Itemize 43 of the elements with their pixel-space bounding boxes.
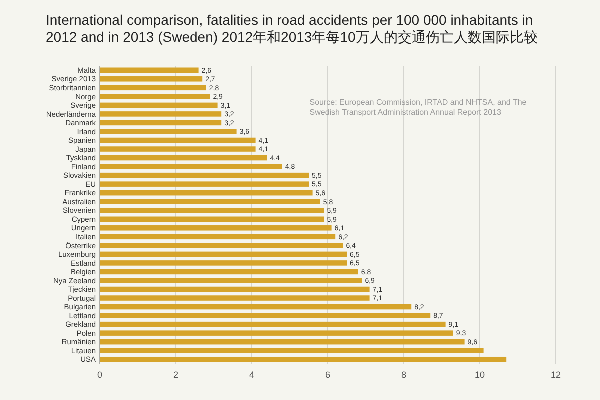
bar	[100, 102, 218, 108]
bar	[100, 278, 362, 284]
x-tick-label: 10	[474, 370, 486, 380]
bar	[100, 234, 336, 240]
chart-title: International comparison, fatalities in road accidents per 100 000 inhabitants in 2012 and in 2013 (Sweden) 2012年和2013年每10万人的交通伤亡人数国际比较	[46, 12, 539, 46]
annotation: Source: European Commission, IRTAD and NHTSA, and The Swedish Transport Administration Annual Report 2013	[310, 98, 528, 118]
bar	[100, 330, 454, 336]
bar	[100, 68, 199, 74]
x-tick-label: 6	[325, 370, 331, 380]
bar	[100, 226, 332, 231]
bar	[100, 138, 256, 144]
bar	[100, 94, 210, 100]
bar	[100, 199, 320, 204]
bar	[100, 216, 324, 222]
bar	[100, 208, 324, 214]
bar	[100, 339, 465, 345]
bar	[100, 85, 206, 91]
bar	[100, 76, 203, 82]
bar	[100, 146, 256, 152]
bar	[100, 260, 347, 266]
bar	[100, 155, 268, 161]
x-tick-label: 0	[97, 370, 103, 380]
x-tick-label: 2	[173, 370, 179, 380]
bar	[100, 322, 446, 328]
bar	[100, 190, 313, 196]
bar	[100, 129, 237, 134]
bar	[100, 252, 347, 258]
bar	[100, 269, 358, 275]
bar	[100, 304, 412, 310]
bar	[100, 172, 309, 178]
x-tick-label: 12	[550, 370, 562, 380]
x-tick-label: 4	[249, 370, 255, 380]
bar	[100, 243, 344, 248]
bar	[100, 286, 370, 292]
bar	[100, 182, 309, 187]
bar	[100, 112, 222, 117]
bar	[100, 313, 431, 318]
bar	[100, 356, 507, 362]
bar	[100, 120, 222, 126]
x-tick-label: 8	[401, 370, 407, 380]
bar	[100, 348, 484, 354]
bar	[100, 296, 370, 301]
bar	[100, 164, 282, 170]
